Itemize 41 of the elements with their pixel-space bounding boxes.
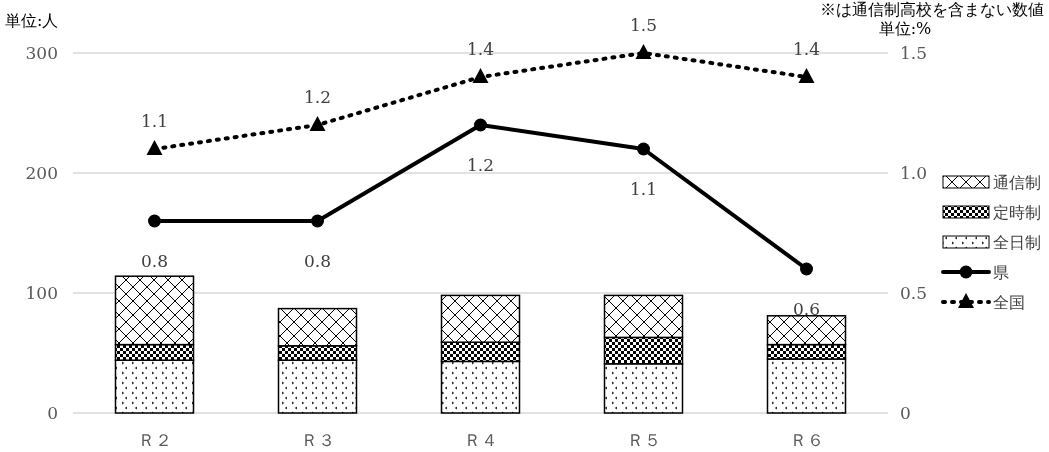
data-label: 1.1	[140, 111, 169, 131]
data-label: 1.1	[629, 179, 658, 199]
x-tick-label: Ｒ６	[789, 430, 824, 450]
point	[146, 140, 163, 155]
y-tick-label: 300	[25, 43, 58, 63]
data-label: 0.8	[303, 251, 332, 271]
y2-tick-label: 1.0	[900, 163, 928, 183]
y2-tick-label: 1.5	[900, 43, 928, 63]
data-label: 1.2	[303, 87, 332, 107]
legend-label: 定時制	[993, 203, 1041, 222]
point	[474, 118, 487, 132]
y-tick-label: 200	[25, 163, 58, 183]
text: ※は通信制高校を含まない数値	[820, 0, 1044, 19]
data-label: 0.6	[792, 299, 821, 319]
point	[635, 44, 652, 59]
data-label: 1.2	[466, 155, 495, 175]
x-tick-label: Ｒ５	[626, 430, 661, 450]
y-tick-label: 100	[25, 283, 58, 303]
data-label: 1.4	[466, 39, 495, 59]
legend-label: 全日制	[993, 233, 1041, 252]
point	[311, 214, 324, 228]
data-label: 1.5	[629, 15, 658, 35]
x-tick-label: Ｒ４	[463, 430, 498, 450]
point	[309, 116, 326, 131]
data-label: 0.8	[140, 251, 169, 271]
x-tick-label: Ｒ２	[137, 430, 172, 450]
y2-tick-label: 0	[900, 403, 911, 423]
data-label: 1.4	[792, 39, 821, 59]
point	[148, 214, 161, 228]
y2-tick-label: 0.5	[900, 283, 928, 303]
point	[798, 68, 815, 83]
point	[637, 142, 650, 156]
point	[800, 262, 813, 276]
legend-label: 県	[993, 263, 1009, 282]
point	[472, 68, 489, 83]
legend-label: 通信制	[993, 173, 1041, 192]
x-tick-label: Ｒ３	[300, 430, 335, 450]
legend-label: 全国	[993, 293, 1025, 312]
y-tick-label: 0	[47, 403, 58, 423]
y-axis-title: 単位:人	[5, 11, 59, 30]
y2-axis-title: 単位:%	[878, 19, 932, 38]
